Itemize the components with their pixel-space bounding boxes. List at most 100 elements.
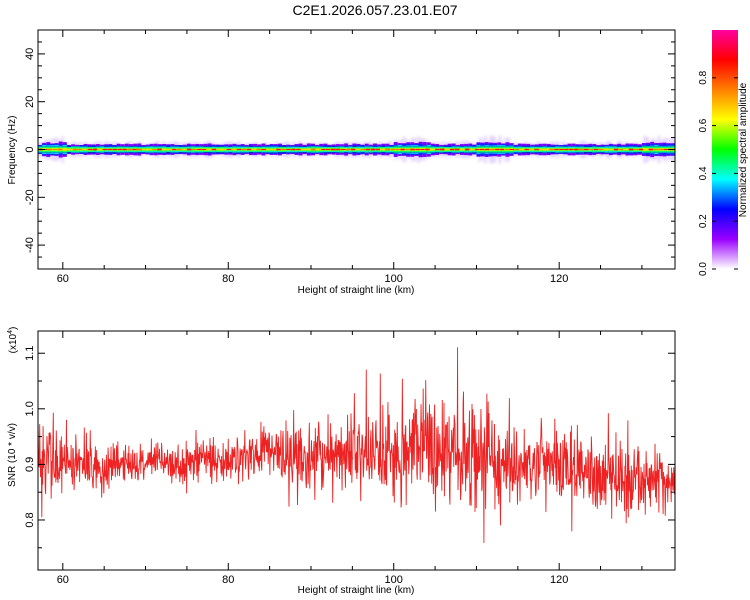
spectrogram-cell [380,148,385,151]
spectrogram-cell [320,148,326,151]
spectrogram-cell [430,148,435,151]
spectrogram-cell [608,148,614,151]
spectrogram-cell [569,148,574,151]
snr-y-unit: (x104) [7,327,19,354]
spectrogram-cell [534,148,539,151]
spectrogram-cell [127,148,132,151]
spectrogram-cell [628,148,634,151]
spectrogram-cell [291,148,296,151]
snr-line-layer [38,347,675,543]
colorbar-swatch [712,30,738,269]
spectrogram-cell [137,148,142,151]
spectrogram-cell [266,148,271,151]
spectrogram-cell [281,148,286,151]
spectrogram-cell [519,148,524,151]
spectrogram-cell [82,148,88,151]
spectrogram-x-label: Height of straight line (km) [298,285,415,296]
spectrogram-x-tick-label: 120 [550,273,568,285]
colorbar: 0.0 0.2 0.4 0.6 0.8 Normalized spectral ampl… [698,30,749,276]
snr-ticks: 60 80 100 120 0.8 0.9 1.0 1.1 [24,331,675,586]
spectrogram-panel: 60 80 100 120 -40 -20 0 20 40 Height of straight… [7,29,676,296]
spectrogram-cell [325,148,331,151]
spectrogram-cell [385,148,390,151]
spectrogram-cell [231,148,237,151]
spectrogram-cell [77,149,83,150]
spectrogram-cell [638,148,644,151]
spectrogram-cell [256,148,261,151]
spectrogram-cell [643,148,649,151]
spectrogram-cell [350,148,356,151]
spectrogram-heatmap [38,135,675,164]
spectrogram-cell [633,148,639,151]
spectrogram-cell [469,148,475,151]
spectrogram-cell [375,148,381,151]
spectrogram-cell [117,148,122,151]
spectrogram-cell [311,148,316,151]
spectrogram-cell [92,148,98,151]
spectrogram-cell [564,148,569,151]
spectrogram-cell [315,148,321,151]
spectrogram-cell [459,148,465,151]
spectrogram-cell [251,148,256,151]
spectrogram-cell [172,148,177,151]
spectrogram-cell [286,148,291,151]
spectrogram-cell [226,148,232,151]
spectrogram-cell [152,148,157,151]
spectrogram-cell [544,148,549,151]
spectrogram-y-tick-label: 0 [24,146,36,152]
spectrogram-cell [489,148,495,151]
spectrogram-cell [425,148,430,151]
spectrogram-cell [211,148,217,151]
spectrogram-cell [206,148,212,151]
spectrogram-cell [167,148,172,151]
spectrogram-cell [663,148,668,151]
spectrogram-cell [598,148,604,151]
spectrogram-cell [410,148,415,151]
spectrogram-cell [648,148,654,151]
spectrogram-cell [579,148,584,151]
spectrogram-cell [112,148,117,151]
spectrogram-cell [474,148,480,151]
spectrogram-cell [445,149,450,150]
spectrogram-cell [276,148,281,151]
spectrogram-cell [87,148,93,151]
spectrogram-y-tick-label: 40 [24,48,36,60]
spectrogram-cell [395,148,400,151]
snr-x-tick-label: 60 [57,574,69,586]
spectrogram-cell [306,148,311,151]
spectrogram-cell [370,148,376,151]
spectrogram-cell [529,148,534,151]
snr-x-tick-label: 120 [550,574,568,586]
spectrogram-cell [524,148,529,151]
colorbar-ticks: 0.0 0.2 0.4 0.6 0.8 [698,70,738,276]
spectrogram-cell [301,148,306,151]
spectrogram-cell [196,149,202,150]
spectrogram-cell [176,148,182,151]
snr-y-label: SNR (10 * v/v) [7,423,18,487]
spectrogram-cell [261,148,266,151]
spectrogram-cell [72,148,78,151]
spectrogram-cell [593,148,599,151]
spectrogram-cell [658,148,663,151]
spectrogram-cell [157,148,162,151]
spectrogram-cell [52,148,58,151]
colorbar-tick-label: 0.8 [698,70,709,84]
spectrogram-cell [132,148,137,151]
spectrogram-cell [504,149,510,150]
spectrogram-cell [603,148,609,151]
spectrogram-cell [57,148,63,151]
spectrogram-cell [296,148,301,151]
spectrogram-cell [559,148,564,151]
spectrogram-x-tick-label: 80 [222,273,234,285]
spectrogram-cell [623,148,629,151]
spectrogram-cell [67,148,73,151]
spectrogram-cell [271,148,276,151]
colorbar-tick-label: 0.4 [698,166,709,180]
spectrogram-cell [47,148,53,151]
colorbar-tick-label: 0.0 [698,262,709,276]
spectrogram-cell [415,148,420,151]
spectrogram-cell [405,148,410,151]
spectrogram-cell [62,148,68,151]
spectrogram-cell [345,148,351,151]
spectrogram-cell [588,149,594,150]
